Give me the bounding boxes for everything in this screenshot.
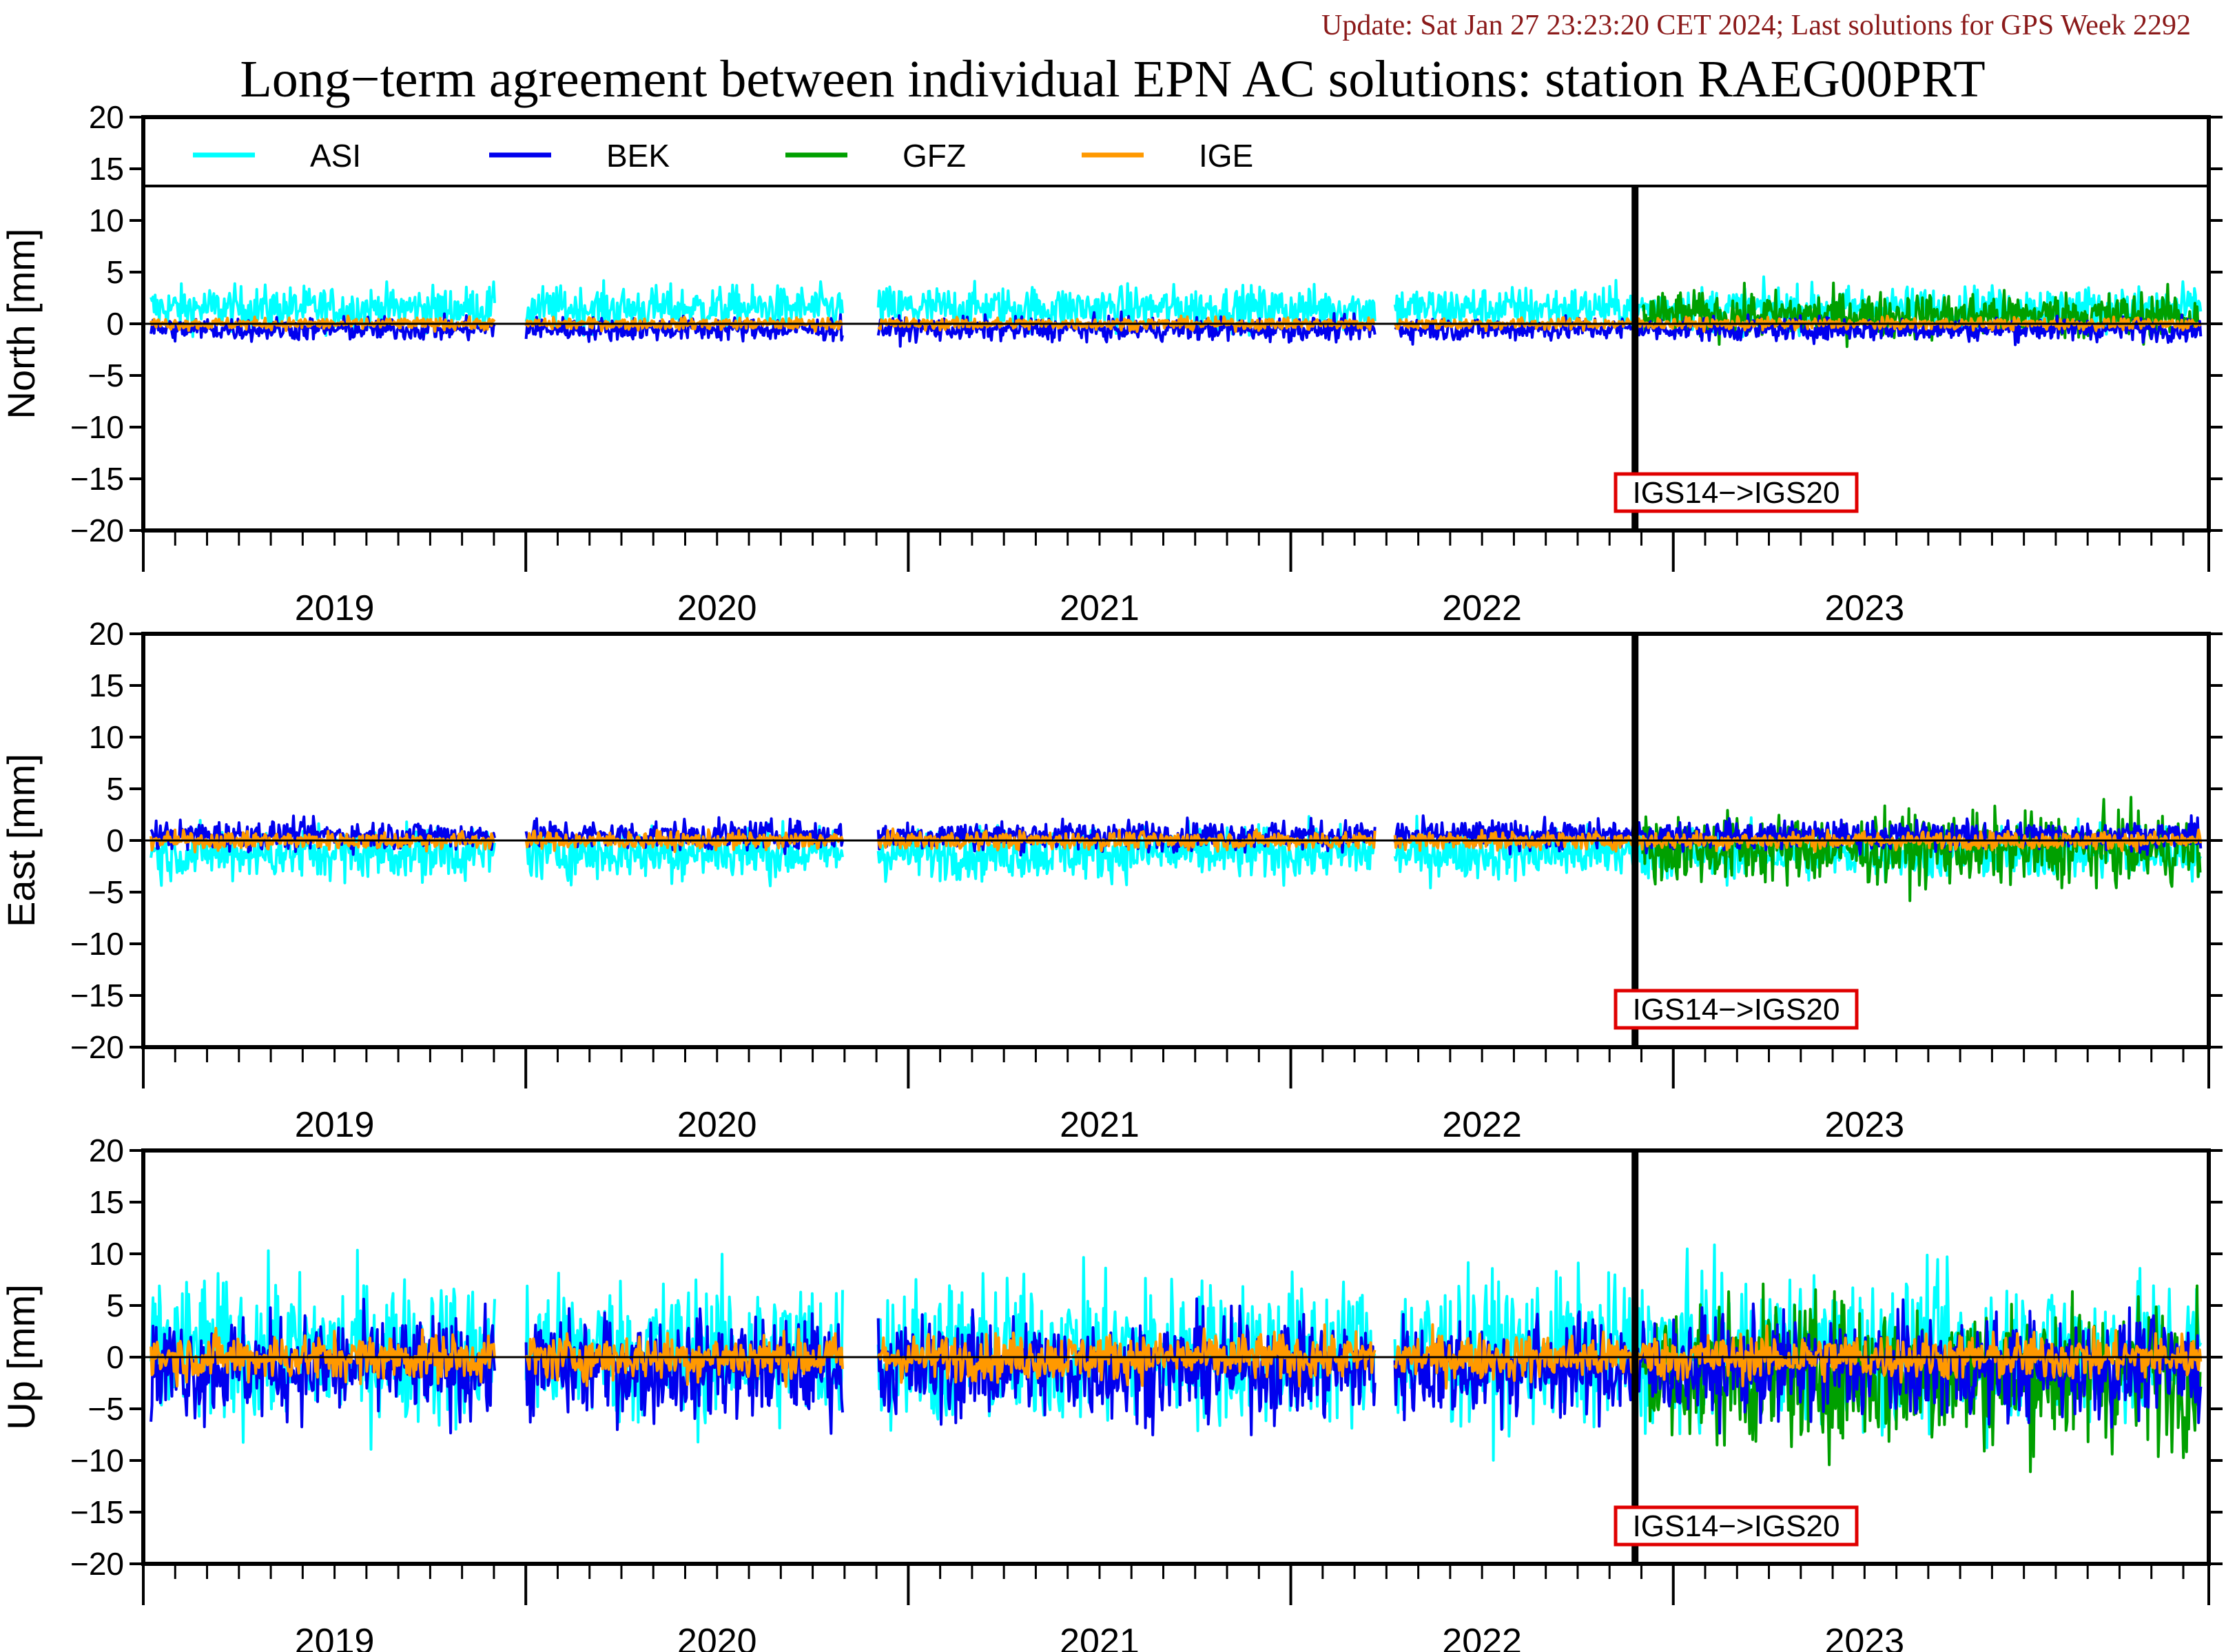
frame-change-label-panel-2: IGS14−>IGS20 — [1633, 1509, 1840, 1543]
panel-2: IGS14−>IGS20 20 15 10 5 0 −5 −10 −15 −20 Up [mm] 20… — [0, 1133, 2223, 1652]
ytick-label-panel-0: −15 — [70, 461, 124, 497]
series-gfz-panel-1 — [1641, 796, 2202, 902]
frame-change-label-panel-0: IGS14−>IGS20 — [1633, 476, 1840, 510]
legend-label-asi: ASI — [310, 138, 361, 174]
series-asi-panel-1 — [150, 814, 2203, 889]
year-label-panel-0: 2019 — [295, 588, 375, 628]
ytick-label-panel-2: 20 — [89, 1133, 124, 1168]
year-label-panel-0: 2021 — [1060, 588, 1140, 628]
frame-change-box-panel-2 — [1614, 1505, 1859, 1547]
year-label-panel-2: 2023 — [1824, 1622, 1904, 1652]
ytick-label-panel-0: 15 — [89, 151, 124, 187]
ytick-label-panel-1: 5 — [106, 771, 124, 807]
panel-1: IGS14−>IGS20 20 15 10 5 0 −5 −10 −15 −20 East [mm]… — [0, 616, 2223, 1145]
series-ige-panel-2 — [150, 1323, 2203, 1390]
series-ige-panel-0 — [150, 314, 2202, 333]
ylabel-panel-1: East [mm] — [0, 754, 43, 927]
year-label-panel-1: 2021 — [1060, 1105, 1140, 1145]
ytick-label-panel-2: 5 — [106, 1288, 124, 1323]
year-label-panel-1: 2022 — [1442, 1105, 1522, 1145]
series-bek-panel-1 — [150, 814, 2203, 857]
ytick-label-panel-2: −5 — [88, 1391, 124, 1427]
legend-label-ige: IGE — [1199, 138, 1253, 174]
ytick-label-panel-1: 10 — [89, 719, 124, 755]
ytick-label-panel-1: −20 — [70, 1029, 124, 1065]
ytick-label-panel-0: −10 — [70, 409, 124, 445]
ytick-label-panel-0: 20 — [89, 99, 124, 135]
panels-group: ASI BEK GFZ IGE IGS14−>IGS20 20 15 10 5 0 −5 −10 −15… — [0, 99, 2223, 1652]
legend-label-gfz: GFZ — [903, 138, 966, 174]
series-bek-panel-2 — [150, 1297, 2203, 1436]
frame-change-label-panel-1: IGS14−>IGS20 — [1633, 993, 1840, 1026]
chart-title: Long−term agreement between individual E… — [240, 50, 1985, 108]
legend-box — [142, 116, 2210, 187]
ytick-label-panel-2: −15 — [70, 1494, 124, 1530]
ylabel-panel-0: North [mm] — [0, 229, 43, 420]
ytick-label-panel-1: −5 — [88, 874, 124, 910]
ytick-label-panel-0: −20 — [70, 513, 124, 548]
year-label-panel-2: 2020 — [677, 1622, 757, 1652]
ytick-label-panel-1: 20 — [89, 616, 124, 652]
year-label-panel-1: 2023 — [1824, 1105, 1904, 1145]
ytick-label-panel-2: −10 — [70, 1443, 124, 1478]
ytick-label-panel-1: −15 — [70, 978, 124, 1013]
ytick-label-panel-1: −10 — [70, 926, 124, 962]
frame-change-box-panel-1 — [1614, 989, 1859, 1030]
ylabel-panel-2: Up [mm] — [0, 1284, 43, 1430]
ytick-label-panel-0: 5 — [106, 254, 124, 290]
year-label-panel-2: 2019 — [295, 1622, 375, 1652]
year-label-panel-2: 2021 — [1060, 1622, 1140, 1652]
ytick-label-panel-0: 0 — [106, 306, 124, 342]
year-label-panel-0: 2022 — [1442, 588, 1522, 628]
frame-change-box-panel-0 — [1614, 472, 1859, 513]
ytick-label-panel-2: 15 — [89, 1184, 124, 1220]
ytick-label-panel-2: −20 — [70, 1546, 124, 1582]
year-label-panel-2: 2022 — [1442, 1622, 1522, 1652]
ytick-label-panel-0: −5 — [88, 358, 124, 393]
year-label-panel-0: 2020 — [677, 588, 757, 628]
ytick-label-panel-0: 10 — [89, 203, 124, 238]
ytick-label-panel-2: 0 — [106, 1339, 124, 1375]
year-label-panel-1: 2019 — [295, 1105, 375, 1145]
series-asi-panel-0 — [150, 275, 2203, 338]
ytick-label-panel-2: 10 — [89, 1236, 124, 1272]
update-line: Update: Sat Jan 27 23:23:20 CET 2024; La… — [1321, 10, 2191, 41]
year-label-panel-1: 2020 — [677, 1105, 757, 1145]
ytick-label-panel-1: 15 — [89, 668, 124, 703]
ytick-label-panel-1: 0 — [106, 823, 124, 858]
panel-0: ASI BEK GFZ IGE IGS14−>IGS20 20 15 10 5 0 −5 −10 −15… — [0, 99, 2223, 628]
legend-label-bek: BEK — [606, 138, 670, 174]
year-label-panel-0: 2023 — [1824, 588, 1904, 628]
